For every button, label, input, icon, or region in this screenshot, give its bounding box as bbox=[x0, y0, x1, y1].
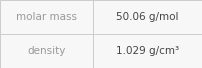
Text: density: density bbox=[27, 46, 66, 56]
Text: 50.06 g/mol: 50.06 g/mol bbox=[116, 12, 179, 22]
Text: molar mass: molar mass bbox=[16, 12, 77, 22]
Text: 1.029 g/cm³: 1.029 g/cm³ bbox=[116, 46, 179, 56]
